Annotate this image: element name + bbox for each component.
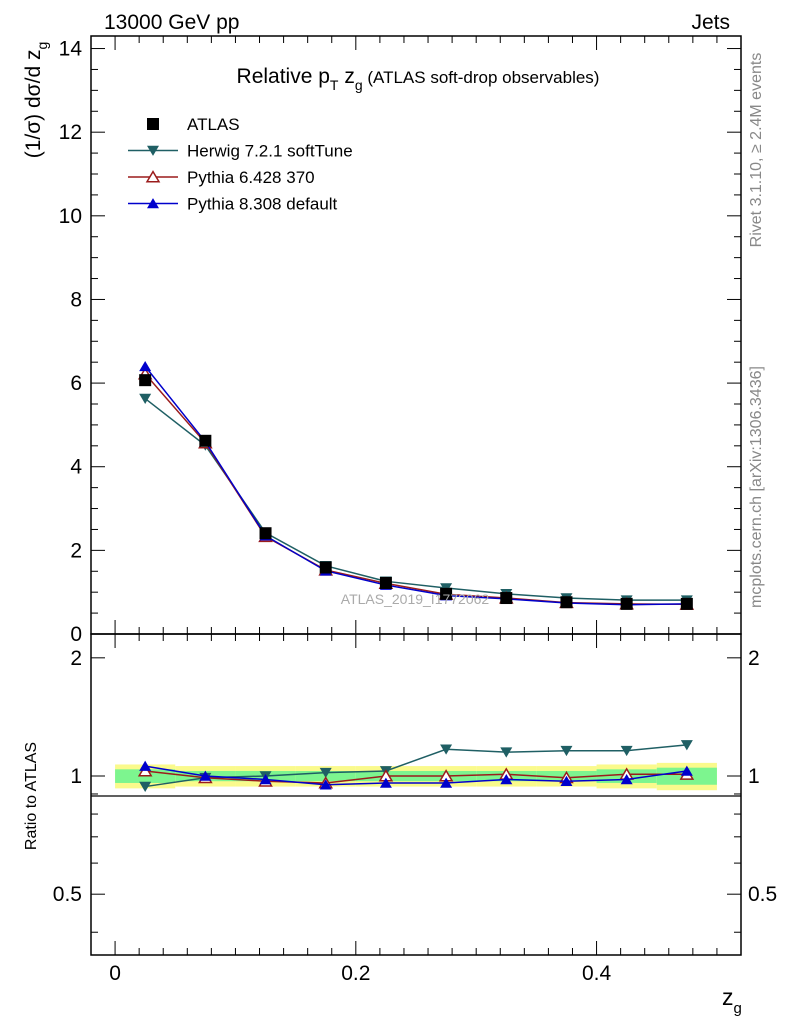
y-tick-label: 12 <box>59 121 82 144</box>
rivet-info: Rivet 3.1.10, ≥ 2.4M events <box>748 53 765 248</box>
analysis-watermark: ATLAS_2019_I1772062 <box>341 591 490 607</box>
data-point <box>147 145 159 156</box>
x-tick-label: 0.2 <box>341 962 370 985</box>
data-point <box>139 781 152 792</box>
data-point <box>560 745 573 757</box>
data-point <box>145 170 161 183</box>
data-point <box>259 774 272 785</box>
ratio-y-tick-label: 2 <box>70 647 82 670</box>
data-point <box>560 596 573 609</box>
ratio-series <box>137 740 695 792</box>
data-point <box>620 774 633 785</box>
data-point <box>139 360 152 372</box>
header-left: 13000 GeV pp <box>104 11 239 34</box>
legend-entry: Herwig 7.2.1 softTune <box>128 142 353 161</box>
ratio-y-tick-label-right: 2 <box>748 647 760 670</box>
data-point <box>319 779 332 790</box>
legend-entry: Pythia 8.308 default <box>128 195 338 214</box>
y-axis-label: (1/σ) dσ/d zg <box>22 42 50 159</box>
main-series <box>137 360 695 610</box>
ratio-y-tick-label: 1 <box>70 765 82 788</box>
ratio-series-line <box>145 770 687 784</box>
legend-label: ATLAS <box>187 115 240 134</box>
legend-label: Pythia 6.428 370 <box>187 168 315 187</box>
data-point <box>199 434 212 447</box>
data-point <box>560 775 573 787</box>
data-point <box>379 777 392 788</box>
data-point <box>319 767 332 779</box>
data-point <box>139 374 152 387</box>
series-line <box>144 373 687 606</box>
series-line <box>144 397 687 601</box>
ratio-series-line <box>145 744 687 788</box>
x-axis-label: zg <box>722 984 742 1017</box>
y-tick-label: 4 <box>70 456 82 479</box>
data-point <box>147 198 159 209</box>
mcplots-info: mcplots.cern.ch [arXiv:1306.3436] <box>748 366 765 608</box>
ratio-plot-frame <box>90 633 742 956</box>
data-point <box>680 765 693 776</box>
series-line <box>144 365 687 606</box>
data-point <box>319 561 332 574</box>
legend: ATLAS Herwig 7.2.1 softTune Pythia 6.428 3… <box>128 115 353 214</box>
x-tick-label: 0.4 <box>582 962 612 985</box>
data-point <box>139 393 152 404</box>
y-tick-label: 0 <box>70 623 82 646</box>
data-point <box>199 770 212 781</box>
data-point <box>500 747 513 758</box>
y-tick-label: 6 <box>70 372 82 395</box>
data-point <box>680 740 693 751</box>
ratio-y-axis-label: Ratio to ATLAS <box>23 742 40 850</box>
y-tick-label: 10 <box>59 205 82 228</box>
data-point <box>440 744 453 755</box>
data-point <box>440 587 453 600</box>
ratio-y-tick-label-right: 1 <box>748 765 760 788</box>
data-point <box>440 777 453 788</box>
data-point <box>147 118 159 130</box>
data-point <box>620 597 633 610</box>
x-tick-label: 0 <box>109 962 121 985</box>
y-tick-label: 8 <box>70 288 82 311</box>
data-point <box>379 576 392 589</box>
axis-ticks <box>91 36 741 955</box>
ratio-y-tick-label-right: 0.5 <box>748 883 777 906</box>
legend-entry: ATLAS <box>147 115 240 134</box>
legend-label: Pythia 8.308 default <box>187 195 338 214</box>
data-point <box>259 527 272 540</box>
chart-title: Relative pT zg (ATLAS soft-drop observab… <box>237 65 600 93</box>
data-point <box>139 760 152 771</box>
ratio-series-line <box>145 765 687 786</box>
ratio-y-tick-label: 0.5 <box>53 883 82 906</box>
data-point <box>680 597 693 610</box>
data-point <box>620 745 633 757</box>
legend-label: Herwig 7.2.1 softTune <box>187 142 353 161</box>
data-point <box>500 592 513 605</box>
data-point <box>500 774 513 785</box>
legend-entry: Pythia 6.428 370 <box>128 168 315 187</box>
y-tick-label: 2 <box>70 539 82 562</box>
y-tick-label: 14 <box>59 38 83 61</box>
header-right: Jets <box>691 11 730 34</box>
